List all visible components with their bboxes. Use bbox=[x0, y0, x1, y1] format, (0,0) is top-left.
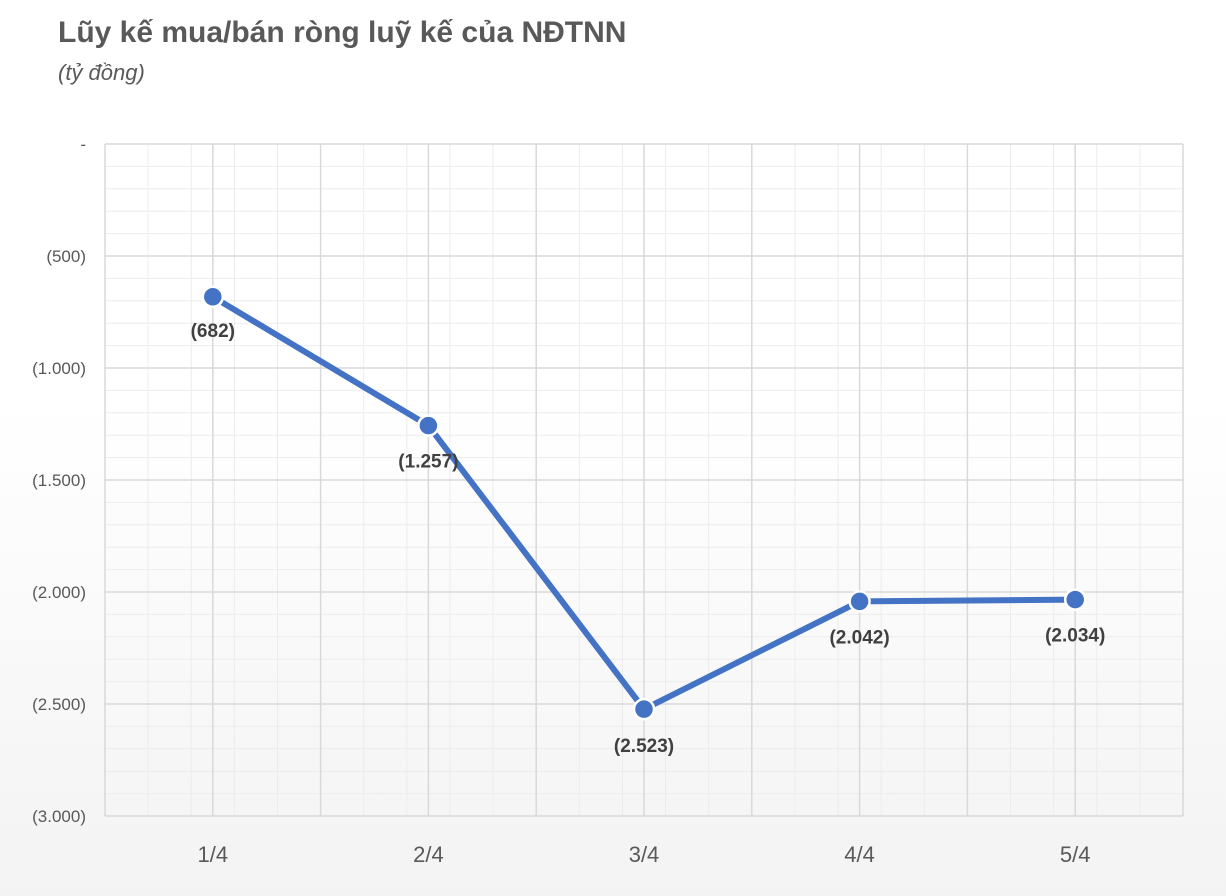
x-tick-label: 1/4 bbox=[198, 842, 229, 867]
x-axis-ticks: 1/4 2/4 3/4 4/4 5/4 bbox=[198, 842, 1091, 867]
data-point-marker bbox=[417, 414, 440, 437]
data-point-marker bbox=[632, 697, 656, 721]
y-tick-label: (2.500) bbox=[32, 695, 86, 714]
data-label: (2.034) bbox=[1045, 626, 1105, 647]
x-tick-label: 3/4 bbox=[629, 842, 660, 867]
y-tick-label: (500) bbox=[46, 247, 86, 266]
x-tick-label: 5/4 bbox=[1060, 842, 1091, 867]
data-label: (1.257) bbox=[398, 452, 458, 473]
data-label: (682) bbox=[191, 321, 235, 342]
y-tick-label: (1.500) bbox=[32, 471, 86, 490]
chart-subtitle: (tỷ đồng) bbox=[58, 60, 145, 85]
y-axis-ticks: - (500) (1.000) (1.500) (2.000) (2.500) (3.000… bbox=[32, 135, 86, 826]
series-markers bbox=[201, 285, 1087, 721]
data-point-marker bbox=[201, 285, 225, 309]
data-point-marker bbox=[848, 590, 871, 613]
x-tick-label: 4/4 bbox=[844, 842, 875, 867]
y-tick-label: (3.000) bbox=[32, 807, 86, 826]
y-tick-label: (1.000) bbox=[32, 359, 86, 378]
chart-title: Lũy kế mua/bán ròng luỹ kế của NĐTNN bbox=[58, 16, 627, 49]
y-tick-label: - bbox=[80, 135, 86, 154]
data-point-marker bbox=[1063, 588, 1087, 611]
data-labels: (682) (1.257) (2.523) (2.042) (2.034) bbox=[191, 321, 1106, 757]
y-tick-label: (2.000) bbox=[32, 583, 86, 602]
data-label: (2.042) bbox=[829, 627, 889, 648]
x-tick-label: 2/4 bbox=[413, 842, 444, 867]
data-label: (2.523) bbox=[614, 736, 674, 757]
